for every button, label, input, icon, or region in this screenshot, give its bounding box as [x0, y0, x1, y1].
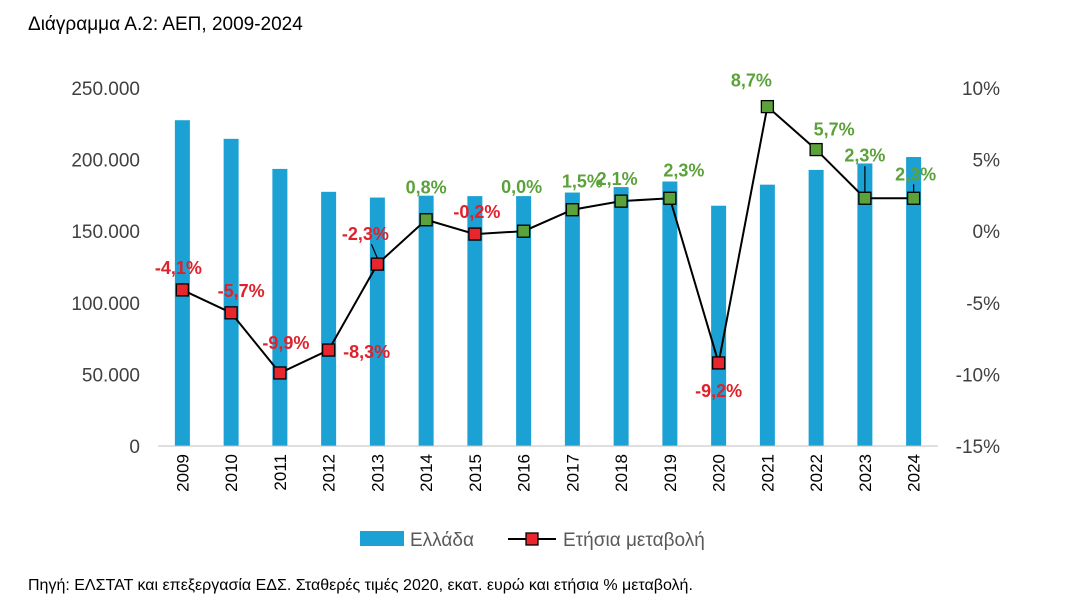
- data-label-2009: -4,1%: [155, 258, 202, 278]
- marker-2020: [711, 356, 726, 370]
- data-label-2011: -9,9%: [262, 333, 309, 353]
- x-tick-label: 2012: [320, 454, 339, 492]
- x-tick-label: 2020: [710, 454, 729, 492]
- data-label-2024: 2,3%: [895, 164, 936, 184]
- data-label-2015: -0,2%: [453, 202, 500, 222]
- data-label-2010: -5,7%: [218, 281, 265, 301]
- x-tick-label: 2024: [905, 454, 924, 492]
- x-tick-label: 2017: [563, 454, 582, 492]
- leader-line-2013: [370, 243, 378, 259]
- marker-2017: [565, 203, 580, 217]
- x-tick-label: 2013: [368, 454, 387, 492]
- bar-2023: [857, 163, 873, 446]
- x-tick-label: 2022: [807, 454, 826, 492]
- data-label-2018: 2,1%: [597, 169, 638, 189]
- right-tick-label: 0%: [973, 222, 1001, 243]
- x-tick-label: 2018: [612, 454, 631, 492]
- marker-2015: [468, 227, 482, 241]
- marker-2009: [175, 283, 190, 297]
- left-tick-label: 200.000: [71, 151, 140, 172]
- left-tick-label: 0: [129, 437, 140, 458]
- x-tick-label: 2014: [417, 454, 436, 492]
- x-tick-label: 2016: [515, 454, 534, 492]
- chart-title: Διάγραμμα Α.2: ΑΕΠ, 2009-2024: [28, 14, 303, 35]
- marker-2011: [273, 366, 287, 380]
- data-label-2014: 0,8%: [406, 178, 447, 198]
- bar-2017: [564, 192, 580, 446]
- bars-layer: [174, 120, 922, 447]
- legend-bar-swatch: [360, 531, 404, 546]
- bar-2012: [321, 191, 337, 446]
- marker-2024: [906, 191, 921, 205]
- legend: Ελλάδα Ετήσια μεταβολή: [360, 530, 705, 551]
- bar-2024: [906, 157, 922, 446]
- marker-2016: [516, 224, 531, 238]
- right-tick-label: 5%: [973, 151, 1001, 172]
- line-layer: [175, 99, 921, 380]
- x-tick-label: 2009: [173, 454, 192, 492]
- x-tick-label: 2019: [661, 454, 680, 492]
- legend-line-marker: [525, 532, 539, 546]
- left-tick-label: 150.000: [71, 222, 140, 243]
- marker-2010: [224, 306, 238, 320]
- x-tick-label: 2023: [856, 454, 875, 492]
- axis-layer: 2009 2010 2011 2012 2013 2014 2015 2016 2017 2018…: [71, 79, 1000, 492]
- data-label-2021: 8,7%: [731, 71, 772, 91]
- x-tick-label: 2011: [271, 454, 290, 491]
- bar-2011: [272, 168, 288, 446]
- data-label-2017: 1,5%: [562, 172, 603, 192]
- marker-2023: [858, 191, 872, 205]
- marker-2013: [370, 257, 385, 271]
- bar-2018: [613, 187, 629, 446]
- x-tick-label: 2010: [222, 454, 241, 492]
- legend-bar-label: Ελλάδα: [410, 530, 474, 551]
- data-label-2016: 0,0%: [501, 177, 542, 197]
- data-label-2013: -2,3%: [342, 224, 389, 244]
- marker-2018: [614, 194, 628, 208]
- bar-2019: [662, 181, 678, 447]
- x-tick-label: 2015: [466, 454, 485, 492]
- right-tick-label: -5%: [966, 294, 1000, 315]
- marker-2014: [419, 213, 433, 227]
- right-tick-label: 10%: [962, 79, 1000, 100]
- bar-2014: [418, 195, 434, 446]
- legend-line-label: Ετήσια μεταβολή: [563, 530, 705, 551]
- bar-2010: [223, 138, 239, 446]
- left-tick-label: 100.000: [71, 294, 140, 315]
- label-layer: -4,1% -5,7% -9,9% -8,3% -2,3% 0,8% -0,2%0,0% 1,…: [155, 71, 936, 401]
- x-tick-label: 2021: [758, 454, 777, 492]
- bar-2016: [516, 196, 532, 446]
- source-note: Πηγή: ΕΛΣΤΑΤ και επεξεργασία ΕΔΣ. Σταθερ…: [28, 577, 693, 594]
- data-label-2019: 2,3%: [663, 160, 704, 180]
- bar-2020: [711, 205, 727, 446]
- right-tick-label: -10%: [956, 365, 1000, 386]
- data-label-2023: 2,3%: [844, 145, 885, 165]
- bar-2022: [808, 169, 824, 446]
- data-label-2012: -8,3%: [343, 342, 390, 362]
- bar-2009: [174, 120, 190, 446]
- marker-2019: [663, 191, 677, 205]
- data-label-2022: 5,7%: [814, 120, 855, 140]
- bar-2021: [759, 184, 775, 446]
- annual-change-line: [181, 104, 914, 375]
- marker-2012: [321, 343, 336, 357]
- left-tick-label: 250.000: [71, 79, 140, 100]
- data-label-2020: -9,2%: [695, 381, 742, 401]
- right-tick-label: -15%: [956, 437, 1000, 458]
- marker-2022: [809, 142, 823, 157]
- bar-2015: [467, 196, 483, 446]
- left-tick-label: 50.000: [82, 365, 140, 386]
- marker-2021: [760, 99, 775, 114]
